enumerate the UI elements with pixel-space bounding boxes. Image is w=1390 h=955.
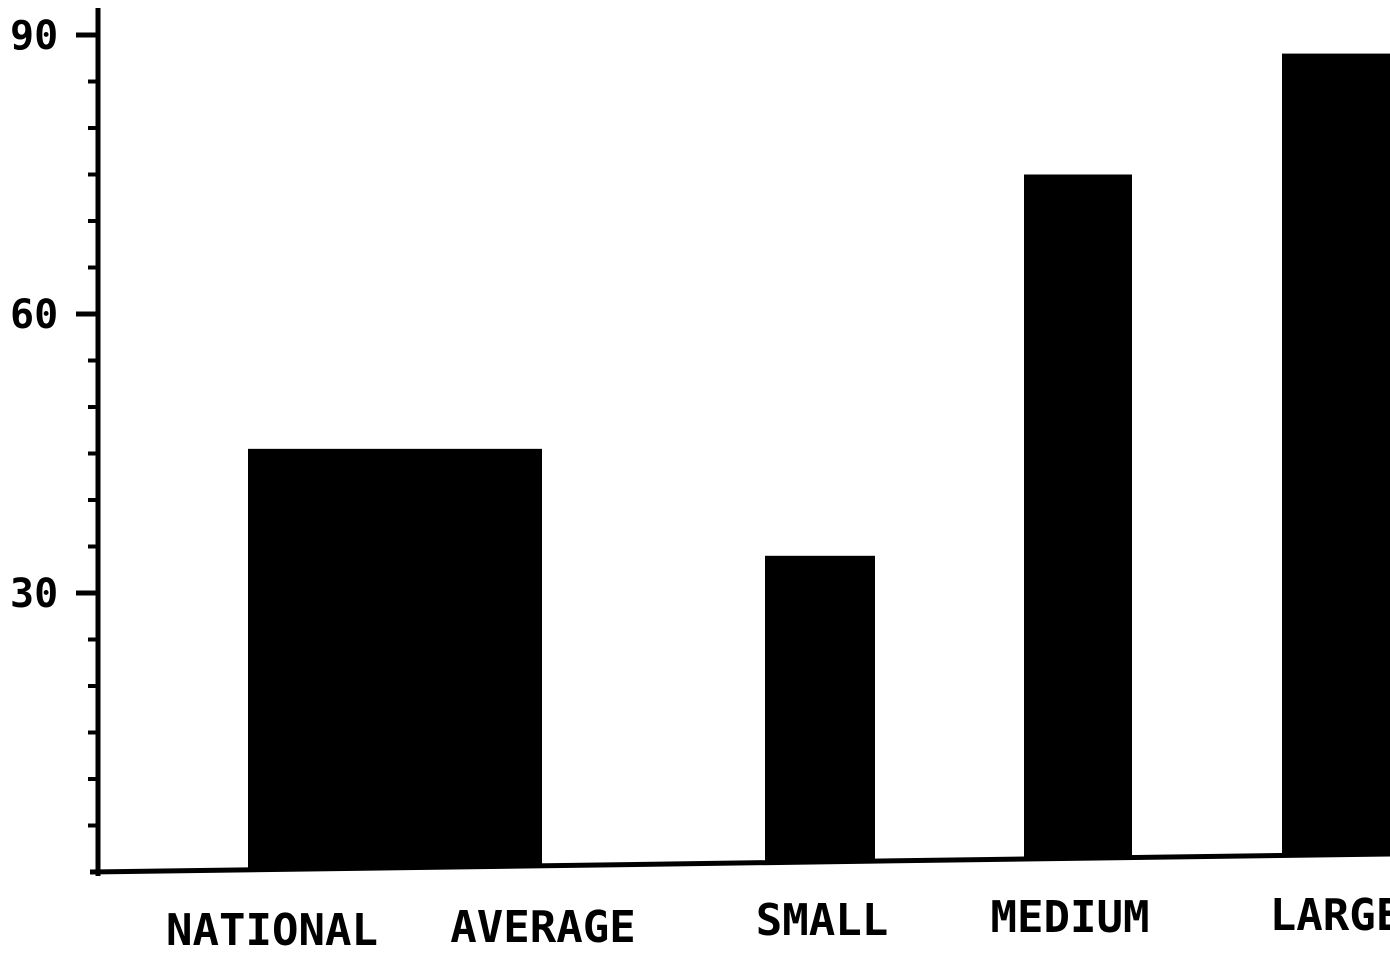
x-category-label: MEDIUM [991, 892, 1150, 943]
x-category-label: NATIONAL [166, 905, 378, 951]
x-category-label: SMALL [756, 895, 888, 946]
bar [765, 555, 875, 862]
y-tick-label: 90 [10, 13, 58, 59]
x-category-label: LARGE [1270, 890, 1390, 941]
y-tick-label: 30 [10, 571, 58, 617]
labels: 30 60 90 NATIONAL AVERAGE SMALL MEDIUM LARGE [10, 13, 1390, 955]
bar [1024, 174, 1132, 859]
x-category-label: AVERAGE [450, 902, 635, 951]
bars [248, 53, 1390, 868]
bar [1282, 53, 1390, 855]
x-axis-line [89, 851, 1390, 875]
axes [76, 8, 1390, 876]
bar [248, 448, 542, 868]
y-tick-label: 60 [10, 292, 58, 338]
